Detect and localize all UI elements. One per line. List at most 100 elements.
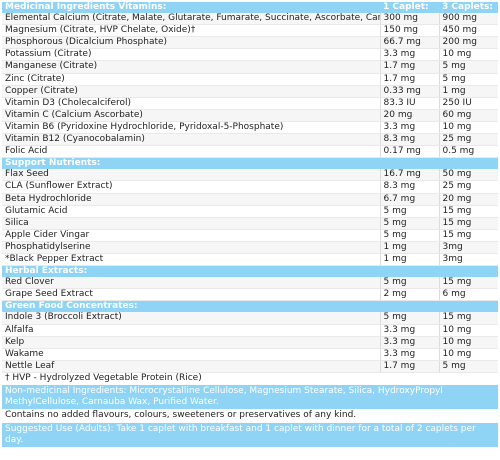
ingredient-name: Grape Seed Extract xyxy=(2,288,380,302)
ingredient-name: Elemental Calcium (Citrate, Malate, Glut… xyxy=(2,13,380,26)
ingredient-name: Vitamin B6 (Pyridoxine Hydrochloride, Py… xyxy=(2,121,380,135)
footnote-row: † HVP - Hydrolyzed Vegetable Protein (Ri… xyxy=(2,372,498,384)
ingredient-row: Phosphorous (Dicalcium Phosphate) 66.7 mg… xyxy=(2,36,498,50)
column-header-1-caplet xyxy=(380,265,439,278)
footnote-text: † HVP - Hydrolyzed Vegetable Protein (Ri… xyxy=(5,372,202,383)
amount-1-caplet: 5 mg xyxy=(379,277,439,290)
section-header: Green Food Concentrates: xyxy=(2,300,498,313)
amount-1-caplet: 5 mg xyxy=(379,217,439,230)
ingredient-name: CLA (Sunflower Extract) xyxy=(2,180,380,194)
amount-3-caplets: 5 mg xyxy=(438,360,498,373)
section-title: Green Food Concentrates: xyxy=(2,300,380,313)
ingredient-row: Phosphatidylserine 1 mg 3mg xyxy=(2,241,498,254)
amount-1-caplet: 1 mg xyxy=(379,241,439,254)
amount-1-caplet: 3.3 mg xyxy=(379,324,439,337)
amount-3-caplets: 15 mg xyxy=(438,312,498,325)
ingredient-name: *Black Pepper Extract xyxy=(2,253,380,267)
supplement-facts-panel: Medicinal Ingredients Vitamins: 1 Caplet:… xyxy=(2,2,498,447)
ingredient-name: Red Clover xyxy=(2,277,380,290)
ingredient-row: Copper (Citrate) 0.33 mg 1 mg xyxy=(2,85,498,98)
ingredient-row: Zinc (Citrate) 1.7 mg 5 mg xyxy=(2,73,498,86)
amount-1-caplet: 20 mg xyxy=(379,109,439,122)
section-header: Herbal Extracts: xyxy=(2,265,498,278)
amount-3-caplets: 15 mg xyxy=(438,205,498,218)
amount-3-caplets: 0.5 mg xyxy=(438,145,498,159)
section-title: Medicinal Ingredients Vitamins: xyxy=(2,2,380,14)
amount-3-caplets: 200 mg xyxy=(438,36,498,50)
amount-1-caplet: 3.3 mg xyxy=(379,348,439,361)
amount-1-caplet: 0.33 mg xyxy=(379,85,439,98)
ingredient-row: Manganese (Citrate) 1.7 mg 5 mg xyxy=(2,60,498,74)
ingredient-name: Apple Cider Vingar xyxy=(2,229,380,242)
amount-3-caplets: 5 mg xyxy=(438,60,498,74)
column-header-1-caplet: 1 Caplet: xyxy=(380,2,439,14)
amount-1-caplet: 1.7 mg xyxy=(379,60,439,74)
ingredients-table: Medicinal Ingredients Vitamins: 1 Caplet:… xyxy=(2,2,498,384)
amount-3-caplets: 5 mg xyxy=(438,73,498,86)
ingredient-row: Potassium (Citrate) 3.3 mg 10 mg xyxy=(2,48,498,62)
amount-3-caplets: 250 IU xyxy=(438,97,498,110)
ingredient-row: Alfalfa 3.3 mg 10 mg xyxy=(2,324,498,337)
ingredient-name: Phosphorous (Dicalcium Phosphate) xyxy=(2,36,380,50)
amount-3-caplets: 3mg xyxy=(438,241,498,254)
ingredient-name: Wakame xyxy=(2,348,380,361)
amount-1-caplet: 5 mg xyxy=(379,229,439,242)
ingredient-row: Indole 3 (Broccoli Extract) 5 mg 15 mg xyxy=(2,312,498,325)
column-header-3-caplets: 3 Caplets: xyxy=(439,2,498,14)
amount-3-caplets: 20 mg xyxy=(438,193,498,206)
amount-1-caplet: 66.7 mg xyxy=(379,36,439,50)
amount-1-caplet: 150 mg xyxy=(379,24,439,38)
amount-3-caplets: 50 mg xyxy=(438,169,498,182)
amount-3-caplets: 10 mg xyxy=(438,324,498,337)
ingredient-row: Flax Seed 16.7 mg 50 mg xyxy=(2,169,498,182)
amount-1-caplet: 0.17 mg xyxy=(379,145,439,159)
no-additives-statement: Contains no added flavours, colours, swe… xyxy=(5,410,357,420)
amount-3-caplets: 10 mg xyxy=(438,348,498,361)
ingredient-row: Vitamin B6 (Pyridoxine Hydrochloride, Py… xyxy=(2,121,498,135)
ingredient-row: Beta Hydrochloride 6.7 mg 20 mg xyxy=(2,193,498,206)
amount-1-caplet: 8.3 mg xyxy=(379,180,439,194)
amount-3-caplets: 10 mg xyxy=(438,336,498,349)
ingredient-name: Manganese (Citrate) xyxy=(2,60,380,74)
ingredient-row: Grape Seed Extract 2 mg 6 mg xyxy=(2,288,498,302)
section-title: Support Nutrients: xyxy=(2,157,380,170)
amount-3-caplets: 15 mg xyxy=(438,217,498,230)
amount-1-caplet: 300 mg xyxy=(379,13,439,26)
amount-1-caplet: 5 mg xyxy=(379,312,439,325)
section-title: Herbal Extracts: xyxy=(2,265,380,278)
amount-3-caplets: 10 mg xyxy=(438,48,498,62)
amount-1-caplet: 1 mg xyxy=(379,253,439,267)
amount-1-caplet: 6.7 mg xyxy=(379,193,439,206)
ingredient-row: Vitamin D3 (Cholecalciferol) 83.3 IU 250 I… xyxy=(2,97,498,110)
ingredient-row: Elemental Calcium (Citrate, Malate, Glut… xyxy=(2,13,498,26)
suggested-use: Suggested Use (Adults): Take 1 caplet wi… xyxy=(2,423,498,447)
ingredient-row: Apple Cider Vingar 5 mg 15 mg xyxy=(2,229,498,242)
ingredient-name: Beta Hydrochloride xyxy=(2,193,380,206)
amount-1-caplet: 1.7 mg xyxy=(379,360,439,373)
ingredient-row: CLA (Sunflower Extract) 8.3 mg 25 mg xyxy=(2,180,498,194)
ingredient-name: Copper (Citrate) xyxy=(2,85,380,98)
amount-1-caplet: 3.3 mg xyxy=(379,336,439,349)
ingredient-name: Potassium (Citrate) xyxy=(2,48,380,62)
ingredient-name: Silica xyxy=(2,217,380,230)
ingredient-row: Folic Acid 0.17 mg 0.5 mg xyxy=(2,145,498,159)
amount-3-caplets: 1 mg xyxy=(438,85,498,98)
amount-1-caplet: 8.3 mg xyxy=(379,133,439,147)
ingredient-name: Zinc (Citrate) xyxy=(2,73,380,86)
column-header-1-caplet xyxy=(380,157,439,170)
amount-3-caplets: 15 mg xyxy=(438,229,498,242)
ingredient-row: *Black Pepper Extract 1 mg 3mg xyxy=(2,253,498,267)
ingredient-row: Glutamic Acid 5 mg 15 mg xyxy=(2,205,498,218)
amount-1-caplet: 3.3 mg xyxy=(379,121,439,135)
amount-1-caplet: 3.3 mg xyxy=(379,48,439,62)
ingredient-row: Nettle Leaf 1.7 mg 5 mg xyxy=(2,360,498,373)
ingredient-row: Silica 5 mg 15 mg xyxy=(2,217,498,230)
ingredient-name: Phosphatidylserine xyxy=(2,241,380,254)
amount-1-caplet: 2 mg xyxy=(379,288,439,302)
ingredient-row: Vitamin C (Calcium Ascorbate) 20 mg 60 mg xyxy=(2,109,498,122)
ingredient-name: Vitamin C (Calcium Ascorbate) xyxy=(2,109,380,122)
ingredient-name: Vitamin D3 (Cholecalciferol) xyxy=(2,97,380,110)
amount-1-caplet: 5 mg xyxy=(379,205,439,218)
amount-1-caplet: 83.3 IU xyxy=(379,97,439,110)
ingredient-row: Red Clover 5 mg 15 mg xyxy=(2,277,498,290)
